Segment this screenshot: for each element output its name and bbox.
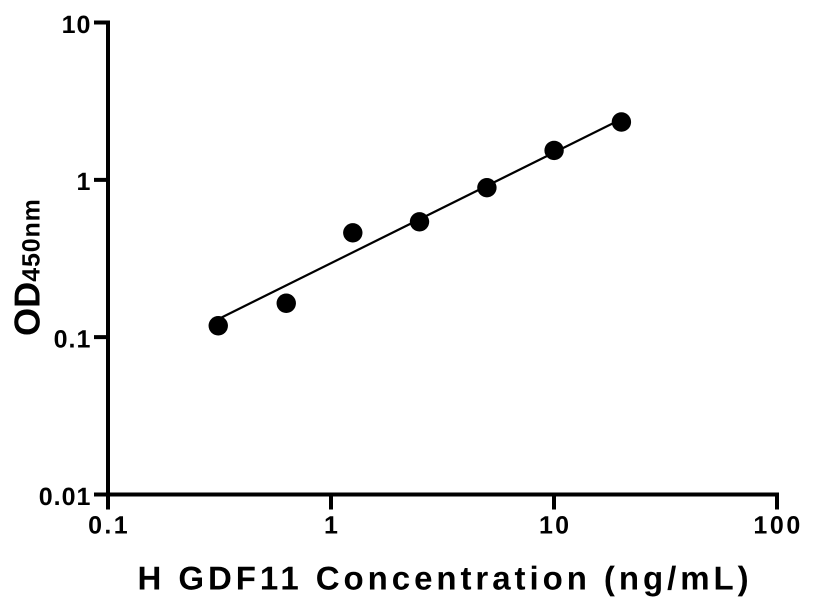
svg-text:0.01: 0.01 [39,483,92,511]
svg-text:0.1: 0.1 [88,511,130,539]
svg-text:1: 1 [76,168,91,196]
svg-text:0.1: 0.1 [54,326,92,354]
svg-text:100: 100 [753,511,803,539]
svg-text:10: 10 [62,11,92,39]
svg-text:10: 10 [539,511,571,539]
svg-text:1: 1 [324,511,340,539]
svg-text:H GDF11 Concentration (ng/mL): H GDF11 Concentration (ng/mL) [137,559,752,596]
